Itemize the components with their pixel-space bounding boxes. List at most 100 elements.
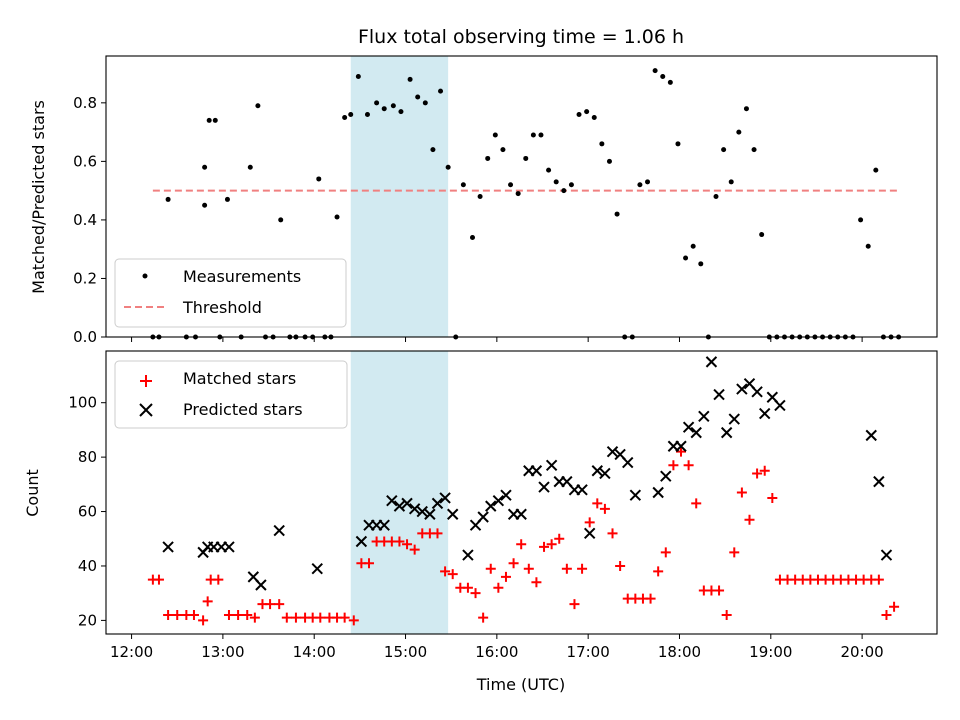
measurement-point <box>407 76 413 82</box>
bottom-xtick-label: 12:00 <box>110 643 153 661</box>
bottom-highlight-span <box>350 351 449 634</box>
top-axes-frame <box>105 55 938 338</box>
measurement-point <box>728 179 734 185</box>
measurement-point <box>614 211 620 217</box>
matched-star-point <box>531 577 542 588</box>
predicted-star-point <box>311 562 323 575</box>
matched-star-point <box>729 547 740 558</box>
measurement-point <box>202 164 208 170</box>
matched-star-point <box>409 544 420 555</box>
matched-star-point <box>233 609 244 620</box>
matched-star-point <box>188 609 199 620</box>
measurement-point <box>334 214 340 220</box>
measurement-point <box>690 243 696 249</box>
bottom-xtick-label: 13:00 <box>201 643 244 661</box>
predicted-star-point <box>530 465 543 477</box>
measurement-point <box>515 191 521 197</box>
matched-star-point <box>462 582 473 593</box>
bottom-ytick-label: 40 <box>78 557 97 575</box>
measurement-point <box>316 176 322 182</box>
predicted-star-point <box>880 549 893 561</box>
measurement-point <box>584 109 590 115</box>
top-ytick-label: 0.8 <box>73 94 97 112</box>
bottom-ytick-label: 20 <box>78 611 97 629</box>
measurement-point <box>485 155 491 161</box>
predicted-star-point <box>273 524 285 537</box>
measurement-point <box>348 112 354 118</box>
predicted-star-point <box>606 445 619 458</box>
measurement-point <box>751 147 757 153</box>
matched-star-point <box>242 609 253 620</box>
bottom-ytick-label: 60 <box>78 503 97 521</box>
matched-star-point <box>493 582 504 593</box>
matched-star-point <box>290 612 301 623</box>
matched-star-point <box>599 503 610 514</box>
predicted-star-point <box>629 489 642 501</box>
legend-label-predicted: Predicted stars <box>183 400 303 419</box>
top-points <box>150 68 902 340</box>
measurement-point <box>523 155 529 161</box>
predicted-star-point <box>515 508 527 520</box>
predicted-star-point <box>378 519 390 531</box>
bottom-y-ticks: 20 40 60 80 100 <box>68 394 106 629</box>
bottom-panel: 20 40 60 80 100 12:00 13:00 14:00 15:00 16:00 17:… <box>23 350 938 694</box>
legend-marker-predicted <box>139 403 153 417</box>
matched-star-point <box>539 541 550 552</box>
matched-star-point <box>592 498 603 509</box>
bottom-xtick-label: 20:00 <box>841 643 884 661</box>
matched-star-point <box>516 539 527 550</box>
measurement-point <box>743 106 749 112</box>
predicted-star-point <box>690 426 702 439</box>
top-ytick-label: 0.4 <box>73 211 97 229</box>
matched-star-point <box>348 615 359 626</box>
bottom-legend: Matched stars Predicted stars <box>114 360 348 429</box>
measurement-point <box>553 179 559 185</box>
matched-star-point <box>315 612 326 623</box>
predicted-star-point <box>477 511 489 523</box>
measurement-point <box>759 232 765 238</box>
matched-star-point <box>714 585 725 596</box>
predicted-star-point <box>728 413 740 425</box>
matched-star-point <box>660 547 671 558</box>
matched-star-point <box>394 536 405 547</box>
legend-label-threshold: Threshold <box>182 298 262 317</box>
predicted-star-point <box>599 467 611 480</box>
measurement-point <box>721 147 727 153</box>
matched-star-point <box>265 599 276 610</box>
bottom-ylabel: Count <box>23 469 42 517</box>
measurement-point <box>381 106 387 112</box>
measurement-point <box>415 94 421 100</box>
measurement-point <box>342 114 348 120</box>
measurement-point <box>645 179 651 185</box>
measurement-point <box>398 109 404 115</box>
measurement-point <box>561 188 567 194</box>
matched-star-point <box>569 599 580 610</box>
predicted-star-point <box>576 484 588 496</box>
bottom-legend-box <box>114 360 348 429</box>
top-ytick-label: 0.6 <box>73 152 97 170</box>
predicted-star-point <box>713 388 725 401</box>
measurement-point <box>568 182 574 188</box>
measurement-point <box>212 117 218 123</box>
measurement-point <box>247 164 253 170</box>
predicted-star-point <box>545 459 558 471</box>
measurement-point <box>255 103 261 109</box>
matched-star-point <box>249 612 260 623</box>
matched-star-point <box>508 558 519 569</box>
predicted-star-point <box>682 421 695 433</box>
predicted-star-point <box>431 497 444 510</box>
predicted-star-point <box>583 527 596 540</box>
measurement-point <box>698 261 704 267</box>
top-ytick-label: 0.2 <box>73 269 97 287</box>
predicted-star-point <box>751 386 763 398</box>
bottom-ytick-label: 80 <box>78 448 97 466</box>
predicted-star-point <box>736 383 748 395</box>
matched-star-point <box>546 539 557 550</box>
matched-star-point <box>691 498 702 509</box>
matched-star-point <box>889 601 900 612</box>
measurement-point <box>530 132 536 138</box>
predicted-star-point <box>720 426 733 439</box>
predicted-star-point <box>439 492 451 504</box>
measurement-point <box>165 196 171 202</box>
